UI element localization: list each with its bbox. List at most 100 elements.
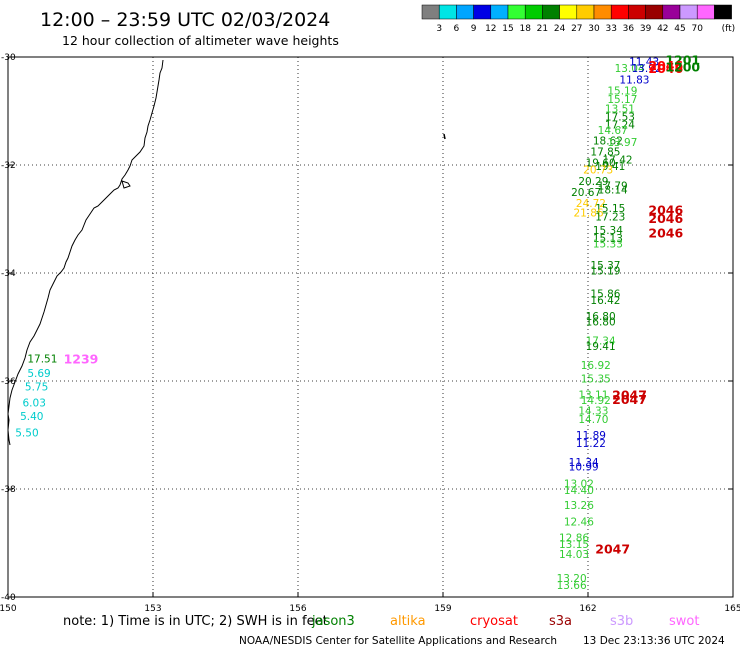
wave-height-label: 18.14 (598, 184, 628, 196)
scale-swatch (473, 4, 492, 20)
pass-time-label: 2047 (612, 392, 647, 407)
scale-label: 9 (471, 24, 477, 34)
y-tick-label: -36 (1, 377, 16, 387)
grid-lines (8, 57, 733, 597)
pass-time-label: 2046 (648, 58, 683, 73)
scale-swatch (593, 4, 612, 20)
scale-label: 33 (605, 24, 616, 34)
scale-label: 6 (454, 24, 460, 34)
wave-height-label: 18.62 (593, 136, 623, 148)
scale-label: 70 (691, 24, 703, 34)
footer-note: note: 1) Time is in UTC; 2) SWH is in fe… (63, 614, 328, 629)
wave-height-label: 20.73 (583, 164, 613, 176)
wave-height-label: 15.19 (590, 265, 620, 277)
wave-height-label: 13.97 (607, 137, 637, 149)
scale-swatch (576, 4, 595, 20)
wave-height-label: 13.51 (605, 103, 635, 115)
y-tick-label: -30 (1, 53, 16, 63)
wave-height-label: 17.85 (590, 147, 620, 159)
footer-credit: NOAA/NESDIS Center for Satellite Applica… (239, 635, 557, 647)
scale-label: 39 (640, 24, 652, 34)
y-tick-label: -32 (1, 161, 16, 171)
wave-height-label: 11.83 (619, 75, 649, 87)
wave-height-label: 13.20 (557, 573, 587, 585)
satellite-legend-s3b: s3b (610, 614, 633, 629)
wave-height-label: 13.04 (615, 63, 645, 75)
pass-time-label: 1239 (64, 351, 99, 366)
satellite-legend-altika: altika (390, 614, 426, 629)
scale-swatch (559, 4, 578, 20)
scale-label: 12 (485, 24, 496, 34)
wave-height-label: 19.60 (586, 157, 616, 169)
pass-time-label: 1200 (665, 60, 700, 75)
wave-height-label: 15.13 (593, 233, 623, 245)
y-tick-label: -34 (1, 269, 16, 279)
wave-height-label: 19.41 (595, 161, 625, 173)
wave-height-label: 14.92 (581, 395, 611, 407)
wave-height-label: 15.37 (590, 260, 620, 272)
satellite-legend-swot: swot (669, 614, 699, 629)
y-tick-label: -40 (1, 593, 16, 603)
scale-label: 15 (502, 24, 513, 34)
scale-swatch (628, 4, 646, 20)
pass-time-label: 2046 (648, 61, 683, 76)
scale-label: 24 (554, 24, 566, 34)
pass-time-labels: 1201204620461200204620462046204720472047… (64, 53, 701, 557)
satellite-legend: jason3 altika cryosat s3a s3b swot (311, 614, 699, 629)
wave-height-label: 15.34 (593, 225, 623, 237)
pass-time-label: 2047 (612, 388, 647, 403)
pass-time-label: 2046 (648, 226, 683, 241)
scale-label: 27 (571, 24, 582, 34)
wave-height-label: 11.34 (569, 457, 599, 469)
wave-height-label: 12.86 (559, 533, 589, 545)
wave-height-label: 17.23 (595, 211, 625, 223)
wave-height-label: 15.35 (581, 373, 611, 385)
wave-height-label: 11.89 (576, 430, 606, 442)
scale-label: 30 (588, 24, 600, 34)
wave-height-label: 14.67 (598, 125, 628, 137)
scale-swatch (696, 4, 715, 20)
footer-timestamp: 13 Dec 23:13:36 UTC 2024 (583, 635, 725, 647)
wave-height-label: 13.02 (564, 479, 594, 491)
wave-height-label: 24.72 (576, 198, 606, 210)
scale-swatch (542, 4, 560, 20)
wave-height-label: 13.92 (632, 63, 662, 75)
wave-height-label: 12.46 (564, 516, 594, 528)
scale-swatch (645, 4, 664, 20)
plot-frame (7, 56, 734, 598)
satellite-legend-jason3: jason3 (311, 614, 355, 629)
wave-height-label: 13.15 (559, 539, 589, 551)
scale-swatch (524, 4, 543, 20)
scale-label: 21 (537, 24, 548, 34)
chart-title: 12:00 – 23:59 UTC 02/03/2024 (40, 9, 330, 31)
wave-height-label: 13.26 (564, 500, 594, 512)
wave-height-label: 17.79 (598, 181, 628, 193)
scale-unit: (ft) (722, 24, 736, 34)
wave-height-label: 17.53 (605, 111, 635, 123)
x-tick-label: 156 (289, 604, 306, 614)
wave-height-label: 16.80 (586, 317, 616, 329)
plot-area: 150 153 156 159 162 165 -30 -32 -34 -36 -38 -40 11.… (0, 53, 740, 614)
wave-height-label: 6.03 (23, 398, 46, 410)
wave-height-label: 16.92 (581, 360, 611, 372)
wave-height-label: 11.43 (629, 56, 659, 68)
coastline (7, 59, 164, 446)
color-scale-legend: 3 6 9 12 15 18 21 24 27 30 33 36 39 42 45 70 (ft) (421, 4, 736, 34)
wave-height-label: 5.50 (15, 427, 38, 439)
x-tick-label: 150 (0, 604, 17, 614)
pass-time-label: 2046 (648, 211, 683, 226)
ocean-island (443, 133, 446, 140)
wave-height-label: 5.69 (27, 368, 50, 380)
wave-height-label: 16.80 (586, 311, 616, 323)
wave-height-label: 15.33 (593, 238, 623, 250)
wave-height-label: 20.67 (571, 187, 601, 199)
scale-label: 45 (674, 24, 685, 34)
scale-swatch (679, 4, 698, 20)
wave-height-label: 5.40 (20, 411, 43, 423)
wave-height-label: 5.75 (25, 381, 48, 393)
wave-height-label: 15.15 (595, 203, 625, 215)
scale-swatch (507, 4, 526, 20)
scale-swatch (456, 4, 474, 20)
scale-swatch (662, 4, 681, 20)
